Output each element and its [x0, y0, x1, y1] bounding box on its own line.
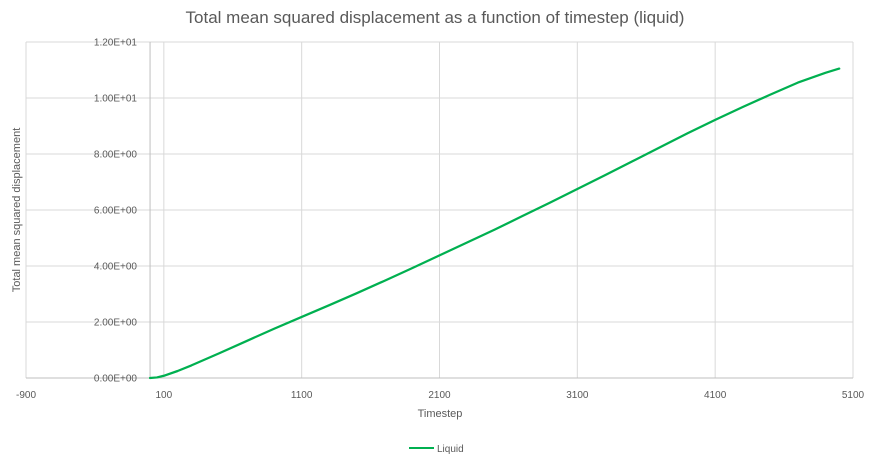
chart-title: Total mean squared displacement as a fun…: [186, 8, 685, 27]
legend: Liquid: [409, 444, 464, 455]
y-axis-label: Total mean squared displacement: [11, 128, 23, 292]
gridlines: [25, 41, 854, 378]
y-tick-label: 4.00E+00: [94, 262, 138, 273]
x-axis-label: Timestep: [418, 408, 463, 420]
y-tick-label: 8.00E+00: [94, 150, 138, 161]
legend-label-liquid: Liquid: [437, 444, 464, 455]
x-tick-label: 2100: [428, 390, 451, 401]
tick-labels: 0.00E+00 2.00E+00 4.00E+00 6.00E+00 8.00E+00…: [16, 38, 865, 402]
x-tick-label: 5100: [842, 390, 865, 401]
x-tick-label: 3100: [566, 390, 589, 401]
axes: [26, 42, 853, 379]
y-tick-label: 1.00E+01: [94, 94, 138, 105]
x-tick-label: 4100: [704, 390, 727, 401]
x-tick-label: 100: [155, 390, 172, 401]
series-layer: [148, 67, 841, 380]
y-tick-label: 0.00E+00: [94, 374, 138, 385]
x-tick-label: -900: [16, 390, 36, 401]
series-line-liquid: [148, 67, 841, 380]
x-tick-label: 1100: [291, 390, 313, 401]
y-tick-label: 6.00E+00: [94, 206, 138, 217]
y-tick-label: 1.20E+01: [94, 38, 138, 49]
y-tick-label: 2.00E+00: [94, 318, 138, 329]
